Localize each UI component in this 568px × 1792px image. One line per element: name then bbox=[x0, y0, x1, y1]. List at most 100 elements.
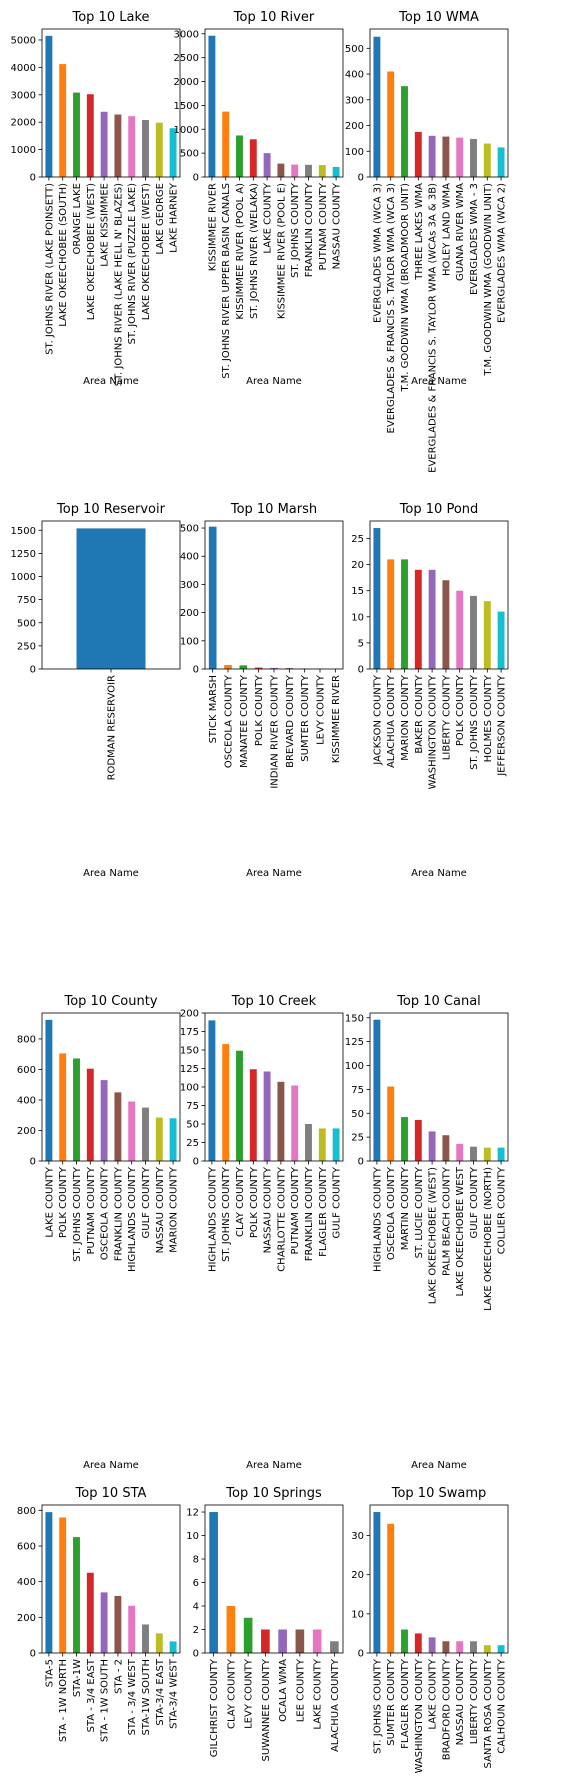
x-tick-label: BREVARD COUNTY bbox=[285, 674, 296, 768]
x-tick-label: LEVY COUNTY bbox=[316, 674, 327, 745]
y-tick-label: 3000 bbox=[174, 29, 199, 40]
x-tick-label: OSCEOLA COUNTY bbox=[224, 674, 235, 768]
bar bbox=[442, 580, 450, 669]
x-axis-label: Area Name bbox=[83, 1460, 139, 1471]
x-tick-label: STA-5 bbox=[44, 1659, 55, 1687]
x-tick-label: CALHOUN COUNTY bbox=[497, 1658, 508, 1754]
x-axis-label: Area Name bbox=[246, 868, 302, 879]
x-axis-label: Area Name bbox=[246, 376, 302, 387]
x-tick-label: FRANKLIN COUNTY bbox=[304, 182, 315, 277]
bar bbox=[497, 611, 505, 669]
x-tick-label: PUTNAM COUNTY bbox=[86, 1166, 97, 1254]
x-tick-label: INDIAN RIVER COUNTY bbox=[270, 674, 281, 789]
bar bbox=[128, 1605, 136, 1653]
y-tick-label: 75 bbox=[186, 1101, 199, 1112]
bar bbox=[208, 526, 217, 669]
y-tick-label: 12 bbox=[186, 1508, 199, 1519]
bar bbox=[100, 1592, 108, 1653]
x-tick-label: WASHINGTON COUNTY bbox=[414, 1658, 425, 1773]
x-tick-label: KISSIMMEE RIVER (POOL E) bbox=[276, 183, 287, 319]
bar bbox=[270, 667, 278, 669]
bar bbox=[497, 1147, 505, 1161]
chart-title: Top 10 Canal bbox=[396, 994, 481, 1009]
y-tick-label: 75 bbox=[351, 1085, 364, 1096]
x-tick-label: LIBERTY COUNTY bbox=[469, 1658, 480, 1744]
bar bbox=[373, 1019, 381, 1161]
bar bbox=[332, 1128, 340, 1161]
y-tick-label: 4 bbox=[193, 1602, 199, 1613]
bar bbox=[169, 1118, 177, 1161]
y-tick-label: 400 bbox=[17, 1095, 36, 1106]
x-axis-label: Area Name bbox=[246, 1460, 302, 1471]
bar bbox=[263, 1071, 271, 1161]
x-tick-label: LAKE OKEECHOBEE (NORTH) bbox=[483, 1167, 494, 1311]
x-tick-label: LAKE OKEECHOBEE (WEST) bbox=[86, 183, 97, 320]
bar bbox=[387, 559, 395, 669]
y-tick-label: 400 bbox=[345, 70, 364, 81]
x-tick-label: STA - 1W NORTH bbox=[58, 1659, 69, 1742]
x-tick-label: ST. JOHNS COUNTY bbox=[469, 674, 480, 770]
bar bbox=[236, 135, 243, 177]
x-tick-label: OSCEOLA COUNTY bbox=[386, 1166, 397, 1260]
x-tick-label: ST. JOHNS COUNTY bbox=[221, 1166, 232, 1262]
y-tick-label: 100 bbox=[180, 636, 199, 647]
x-tick-label: BRADFORD COUNTY bbox=[441, 1658, 452, 1760]
bar bbox=[483, 143, 491, 177]
bar bbox=[497, 147, 505, 177]
x-tick-label: PUTNAM COUNTY bbox=[290, 1166, 301, 1254]
y-tick-label: 200 bbox=[17, 1126, 36, 1137]
x-tick-label: NASSAU COUNTY bbox=[332, 182, 343, 269]
chart-title: Top 10 Reservoir bbox=[56, 502, 166, 517]
x-axis-label: Area Name bbox=[83, 868, 139, 879]
bar bbox=[243, 1617, 253, 1653]
x-axis-label: Area Name bbox=[411, 376, 467, 387]
bar bbox=[470, 138, 477, 177]
bar bbox=[222, 1044, 230, 1161]
x-tick-label: HIGHLANDS COUNTY bbox=[127, 1166, 138, 1272]
chart-panel-1: Top 10 River 0 500 1000 1500 2000 2500 3000 KISS… bbox=[174, 10, 344, 387]
x-tick-label: KISSIMMEE RIVER bbox=[331, 675, 342, 763]
bar bbox=[456, 590, 464, 669]
bar bbox=[142, 1624, 149, 1653]
y-tick-label: 600 bbox=[17, 1065, 36, 1076]
bar bbox=[59, 1517, 67, 1653]
y-tick-label: 50 bbox=[186, 1120, 199, 1131]
x-tick-label: FLAGLER COUNTY bbox=[400, 1658, 411, 1749]
y-tick-label: 125 bbox=[180, 1064, 199, 1075]
bar bbox=[305, 1124, 312, 1161]
bar bbox=[373, 528, 381, 669]
bar bbox=[169, 128, 177, 177]
x-tick-label: HIGHLANDS COUNTY bbox=[372, 1166, 383, 1272]
y-tick-label: 1000 bbox=[174, 125, 199, 136]
y-tick-label: 3000 bbox=[11, 90, 36, 101]
x-tick-label: LAKE OKEECHOBEE (SOUTH) bbox=[58, 183, 69, 327]
y-tick-label: 10 bbox=[186, 1531, 199, 1542]
bar bbox=[155, 122, 163, 177]
bar bbox=[318, 165, 326, 177]
bar bbox=[332, 166, 340, 177]
x-tick-label: T.M. GOODWIN WMA (GOODWIN UNIT) bbox=[483, 183, 494, 377]
y-tick-label: 750 bbox=[17, 595, 36, 606]
x-tick-label: GULF COUNTY bbox=[141, 1166, 152, 1238]
x-tick-label: EVERGLADES WMA (WCA 3) bbox=[372, 183, 383, 323]
x-tick-label: FRANKLIN COUNTY bbox=[113, 1166, 124, 1261]
bar bbox=[295, 1629, 305, 1653]
bar bbox=[45, 1512, 53, 1653]
x-tick-label: STA - 1W SOUTH bbox=[100, 1659, 111, 1742]
bar bbox=[387, 71, 395, 177]
x-tick-label: LAKE OKEECHOBEE (WEST) bbox=[428, 1167, 439, 1304]
x-tick-label: KISSIMMEE RIVER (POOL A) bbox=[235, 183, 246, 320]
bar bbox=[318, 1128, 326, 1161]
x-tick-label: ST. JOHNS RIVER (LAKE HELL N' BLAZES) bbox=[113, 183, 124, 386]
x-tick-label: POLK COUNTY bbox=[58, 1166, 69, 1238]
bar bbox=[263, 153, 271, 177]
chart-title: Top 10 WMA bbox=[398, 10, 479, 25]
y-tick-label: 0 bbox=[30, 665, 36, 676]
x-tick-label: PALM BEACH COUNTY bbox=[441, 1166, 452, 1276]
y-tick-label: 30 bbox=[351, 1531, 364, 1542]
chart-title: Top 10 Creek bbox=[231, 994, 317, 1009]
bar bbox=[45, 35, 53, 177]
chart-title: Top 10 Marsh bbox=[230, 502, 317, 517]
x-tick-label: STA-3/4 WEST bbox=[169, 1658, 180, 1729]
y-tick-label: 6 bbox=[193, 1578, 199, 1589]
